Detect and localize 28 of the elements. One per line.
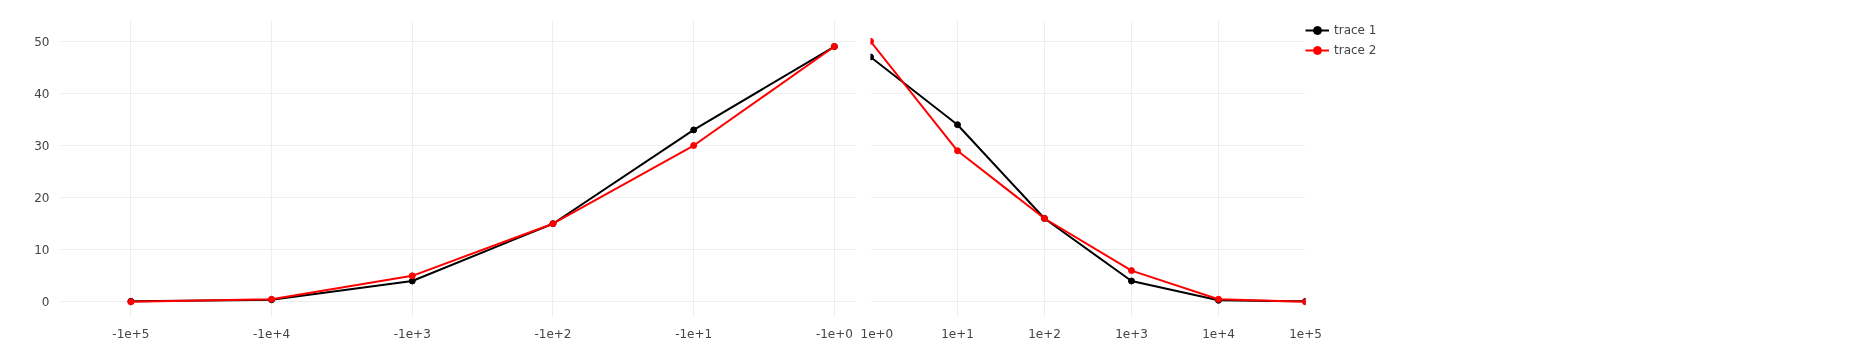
point (408, 277, 416, 285)
legend-label: trace 1 (1334, 23, 1377, 37)
point (1128, 277, 1135, 285)
x-tick-label: 1e+5 (1289, 326, 1322, 341)
point (954, 147, 961, 155)
x-tick-label: 1e+1 (941, 326, 974, 341)
y-tick-label: 30 (34, 139, 50, 154)
y-tick-label: 20 (34, 191, 50, 206)
x-tick-label: -1e+2 (534, 326, 572, 341)
x-tick-label: 1e+2 (1028, 326, 1061, 341)
x-tick-label: -1e+0 (815, 326, 853, 341)
y-tick-label: 50 (34, 34, 50, 49)
x-tick-label: -1e+1 (675, 326, 713, 341)
legend-label: trace 2 (1334, 43, 1377, 57)
x-tick-label: -1e+4 (253, 326, 291, 341)
y-tick-label: 10 (34, 243, 50, 258)
y-tick-label: 0 (41, 295, 50, 310)
x-tick-label: -1e+3 (393, 326, 431, 341)
point (1128, 267, 1135, 275)
x-tick-label: -1e+5 (112, 326, 150, 341)
x-tick-label: 1e+0 (860, 326, 894, 341)
point (954, 121, 961, 129)
point (690, 142, 698, 150)
point (690, 126, 698, 134)
x-tick-label: 1e+3 (1115, 326, 1148, 341)
x-tick-label: 1e+4 (1202, 326, 1235, 341)
point (408, 272, 416, 280)
y-tick-label: 40 (34, 86, 50, 101)
